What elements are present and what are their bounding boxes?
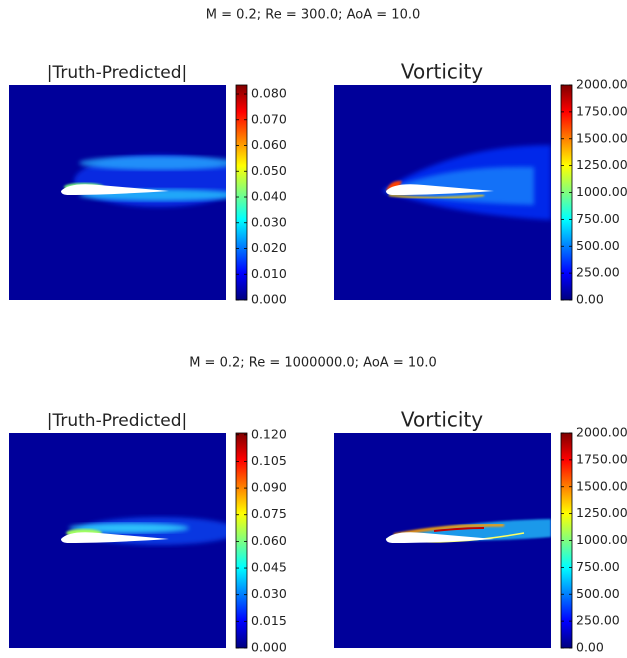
colorbar-tick-label: 1500.00 xyxy=(576,478,627,493)
heatmap-field xyxy=(334,433,551,648)
panel-title: Vorticity xyxy=(401,408,483,432)
colorbar-tick-label: 0.030 xyxy=(251,214,287,229)
colorbar-tick-label: 0.000 xyxy=(251,640,287,655)
heatmap-field xyxy=(9,85,226,300)
heatmap-field xyxy=(9,433,226,648)
colorbar xyxy=(235,84,248,301)
colorbar-tick-label: 250.00 xyxy=(576,613,620,628)
heatmap xyxy=(334,433,551,648)
colorbar-tick-label: 500.00 xyxy=(576,586,620,601)
colorbar-tick-label: 1750.00 xyxy=(576,103,627,118)
colorbar-tick-label: 750.00 xyxy=(576,211,620,226)
colorbar-tick-label: 0.105 xyxy=(251,453,287,468)
colorbar-tick-label: 1500.00 xyxy=(576,130,627,145)
suptitle: M = 0.2; Re = 300.0; AoA = 10.0 xyxy=(206,8,421,23)
colorbar-tick-label: 2000.00 xyxy=(576,425,627,440)
colorbar-tick-label: 0.030 xyxy=(251,586,287,601)
colorbar-tick-label: 250.00 xyxy=(576,265,620,280)
colorbar-tick-label: 0.060 xyxy=(251,137,287,152)
colorbar-tick-label: 2000.00 xyxy=(576,77,627,92)
colorbar-tick-label: 0.000 xyxy=(251,292,287,307)
heatmap-field xyxy=(334,85,551,300)
colorbar-tick-label: 0.050 xyxy=(251,163,287,178)
colorbar-tick-label: 1000.00 xyxy=(576,532,627,547)
heatmap xyxy=(9,85,226,300)
field-region xyxy=(388,194,485,199)
colorbar-tick-label: 1250.00 xyxy=(576,505,627,520)
heatmap xyxy=(334,85,551,300)
colorbar-tick-label: 1750.00 xyxy=(576,451,627,466)
colorbar-tick-label: 0.015 xyxy=(251,613,287,628)
colorbar-tick-label: 0.00 xyxy=(576,640,604,655)
field-region xyxy=(79,156,226,170)
colorbar-tick-label: 0.010 xyxy=(251,266,287,281)
panel-title: Vorticity xyxy=(401,60,483,84)
suptitle: M = 0.2; Re = 1000000.0; AoA = 10.0 xyxy=(189,356,437,371)
airfoil xyxy=(386,532,494,543)
colorbar-tick-label: 0.070 xyxy=(251,111,287,126)
colorbar-tick-label: 0.075 xyxy=(251,506,287,521)
panel-title: |Truth-Predicted| xyxy=(47,411,187,431)
airfoil xyxy=(61,532,169,543)
field-region xyxy=(433,527,485,532)
colorbar-tick-label: 0.040 xyxy=(251,189,287,204)
colorbar-tick-label: 1250.00 xyxy=(576,157,627,172)
colorbar-tick-label: 0.00 xyxy=(576,292,604,307)
airfoil xyxy=(61,184,169,195)
field-region xyxy=(384,166,534,205)
colorbar-tick-label: 1000.00 xyxy=(576,184,627,199)
field-region xyxy=(69,523,189,533)
colorbar-tick-label: 0.020 xyxy=(251,240,287,255)
heatmap xyxy=(9,433,226,648)
colorbar-tick-label: 0.120 xyxy=(251,426,287,441)
colorbar-tick-label: 500.00 xyxy=(576,238,620,253)
colorbar xyxy=(235,432,248,649)
colorbar-tick-label: 0.080 xyxy=(251,86,287,101)
colorbar-tick-label: 0.090 xyxy=(251,480,287,495)
airfoil xyxy=(386,184,494,195)
colorbar-tick-label: 0.060 xyxy=(251,533,287,548)
colorbar-tick-label: 0.045 xyxy=(251,560,287,575)
colorbar-tick-label: 750.00 xyxy=(576,559,620,574)
panel-title: |Truth-Predicted| xyxy=(47,63,187,83)
